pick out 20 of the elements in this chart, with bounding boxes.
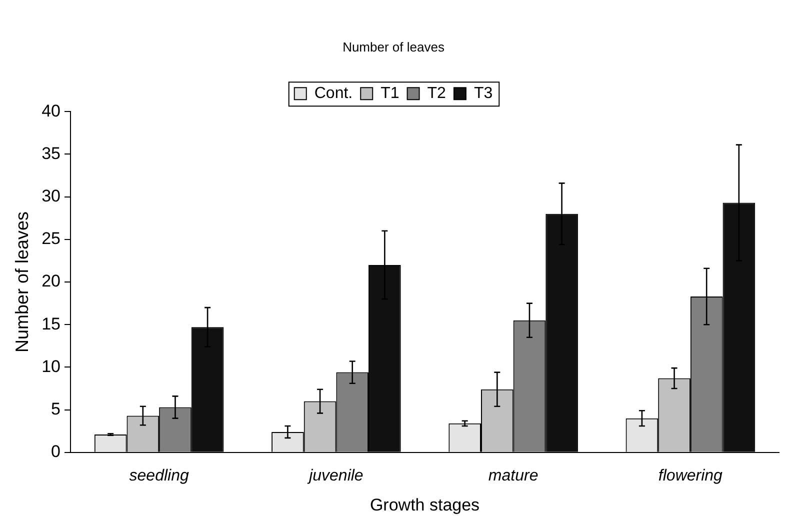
x-tick-label: seedling [129,467,189,484]
y-tick-label: 15 [42,314,61,334]
x-axis-title: Growth stages [370,495,480,514]
y-axis-title: Number of leaves [12,211,32,353]
x-tick-label: mature [488,467,538,484]
legend-label: T1 [380,85,400,102]
y-tick-label: 25 [42,229,61,248]
y-tick-label: 35 [42,144,61,163]
y-tick-label: 5 [51,399,61,418]
x-tick-label: juvenile [307,467,364,484]
chart-title: Number of leaves [342,39,445,54]
legend-label: T3 [474,85,493,102]
legend-label: Cont. [314,85,353,102]
x-tick-label: flowering [658,467,723,484]
y-tick-label: 20 [42,272,61,291]
y-tick-label: 0 [51,442,61,462]
y-tick-label: 40 [42,101,61,120]
legend-label: T2 [427,85,446,102]
y-tick-label: 30 [42,186,61,206]
y-tick-label: 10 [42,356,61,376]
